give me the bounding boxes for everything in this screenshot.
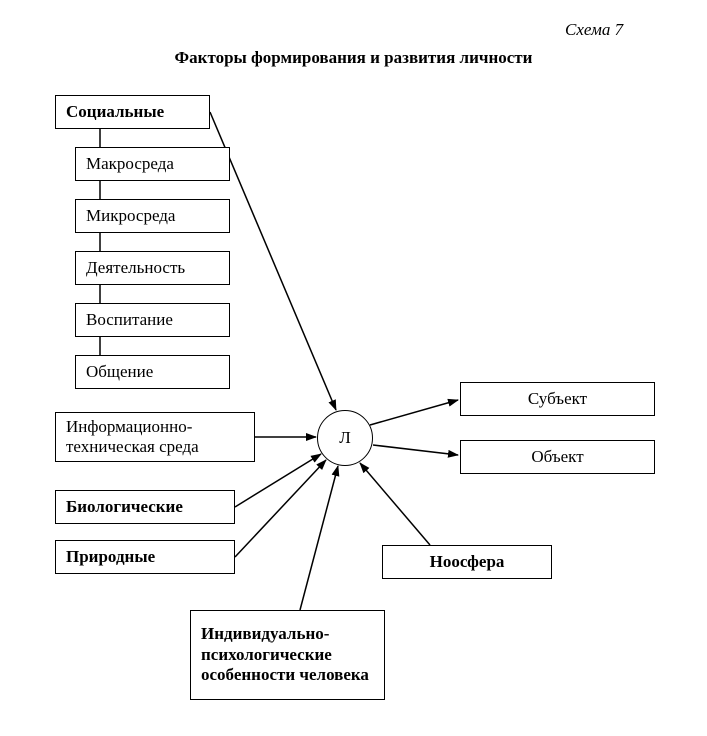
- diagram-title: Факторы формирования и развития личности: [0, 48, 707, 68]
- node-label: Субъект: [528, 389, 587, 409]
- diagram-canvas: { "diagram": { "type": "flowchart", "can…: [0, 0, 707, 736]
- node-label: Ноосфера: [430, 552, 505, 572]
- node-label: Индивидуально-психологические особенност…: [201, 624, 374, 685]
- central-node-label: Л: [339, 428, 351, 448]
- node-label: Макросреда: [86, 154, 174, 174]
- node-label: Объект: [531, 447, 583, 467]
- node-communic: Общение: [75, 355, 230, 389]
- node-nature: Природные: [55, 540, 235, 574]
- node-label: Природные: [66, 547, 155, 567]
- node-macro: Макросреда: [75, 147, 230, 181]
- node-noos: Ноосфера: [382, 545, 552, 579]
- node-subject: Субъект: [460, 382, 655, 416]
- node-label: Воспитание: [86, 310, 173, 330]
- node-label: Информационно-техническая среда: [66, 417, 244, 458]
- node-infotech: Информационно-техническая среда: [55, 412, 255, 462]
- central-node: Л: [317, 410, 373, 466]
- node-label: Социальные: [66, 102, 164, 122]
- node-micro: Микросреда: [75, 199, 230, 233]
- node-object: Объект: [460, 440, 655, 474]
- node-upbringing: Воспитание: [75, 303, 230, 337]
- node-activity: Деятельность: [75, 251, 230, 285]
- node-label: Биологические: [66, 497, 183, 517]
- node-label: Деятельность: [86, 258, 185, 278]
- node-bio: Биологические: [55, 490, 235, 524]
- node-social: Социальные: [55, 95, 210, 129]
- node-label: Общение: [86, 362, 153, 382]
- scheme-label: Схема 7: [565, 20, 623, 40]
- node-label: Микросреда: [86, 206, 175, 226]
- node-indiv: Индивидуально-психологические особенност…: [190, 610, 385, 700]
